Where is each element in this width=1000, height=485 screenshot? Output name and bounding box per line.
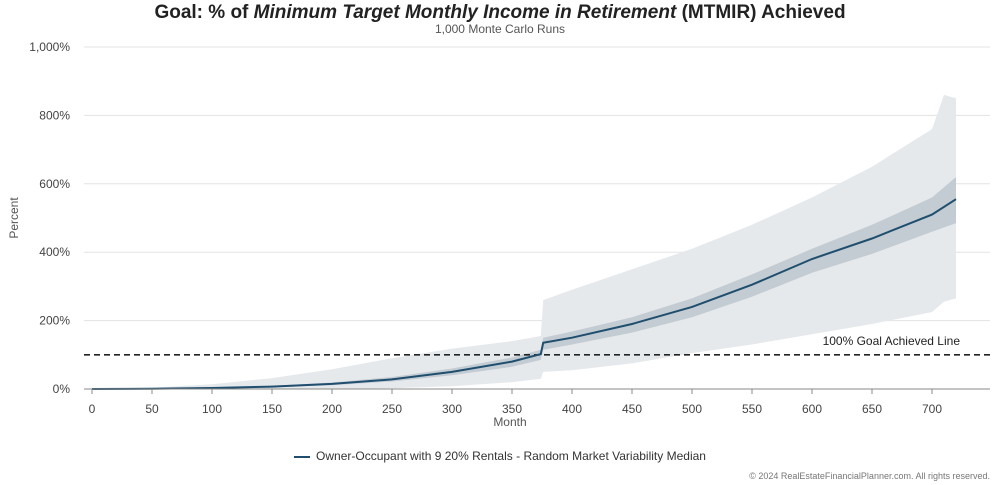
- y-tick-label: 400%: [39, 245, 70, 259]
- legend[interactable]: Owner-Occupant with 9 20% Rentals - Rand…: [0, 449, 1000, 463]
- legend-swatch: [294, 455, 311, 458]
- x-tick-label: 100: [202, 402, 222, 416]
- x-tick-label: 300: [442, 402, 462, 416]
- y-tick-label: 1,000%: [29, 40, 70, 54]
- x-axis-label: Month: [493, 415, 526, 429]
- y-axis-label: Percent: [7, 197, 21, 239]
- outer-band: [92, 94, 956, 390]
- x-tick-label: 450: [622, 402, 642, 416]
- x-tick-label: 50: [145, 402, 159, 416]
- median-line-group: [91, 198, 957, 390]
- confidence-bands: [92, 94, 956, 390]
- x-tick-label: 350: [502, 402, 522, 416]
- title-suffix: (MTMIR) Achieved: [676, 2, 846, 23]
- y-tick-label: 0%: [53, 382, 71, 396]
- axes: 0% 200% 400% 600% 800% 1,000% 0 50 100 150 200 250 3…: [7, 40, 990, 429]
- x-tick-label: 400: [562, 402, 582, 416]
- chart-title: Goal: % of Minimum Target Monthly Income…: [0, 2, 1000, 24]
- x-tick-label: 250: [382, 402, 402, 416]
- inner-band: [92, 177, 956, 389]
- goal-reference-label: 100% Goal Achieved Line: [823, 334, 961, 348]
- title-prefix: Goal: % of: [154, 2, 254, 23]
- x-tick-label: 550: [742, 402, 762, 416]
- copyright-notice: © 2024 RealEstateFinancialPlanner.com. A…: [749, 471, 990, 481]
- x-tick-label: 700: [922, 402, 942, 416]
- y-tick-label: 800%: [39, 108, 70, 122]
- x-tick-label: 650: [862, 402, 882, 416]
- chart-subtitle: 1,000 Monte Carlo Runs: [434, 22, 566, 36]
- median-line: [91, 198, 957, 390]
- x-tick-label: 0: [89, 402, 96, 416]
- title-emphasis: Minimum Target Monthly Income in Retirem…: [253, 2, 677, 23]
- x-tick-label: 200: [322, 402, 342, 416]
- x-tick-label: 500: [682, 402, 702, 416]
- legend-label: Owner-Occupant with 9 20% Rentals - Rand…: [316, 449, 706, 463]
- x-tick-label: 150: [262, 402, 282, 416]
- x-tick-label: 600: [802, 402, 822, 416]
- y-tick-label: 200%: [39, 314, 70, 328]
- y-tick-label: 600%: [39, 177, 70, 191]
